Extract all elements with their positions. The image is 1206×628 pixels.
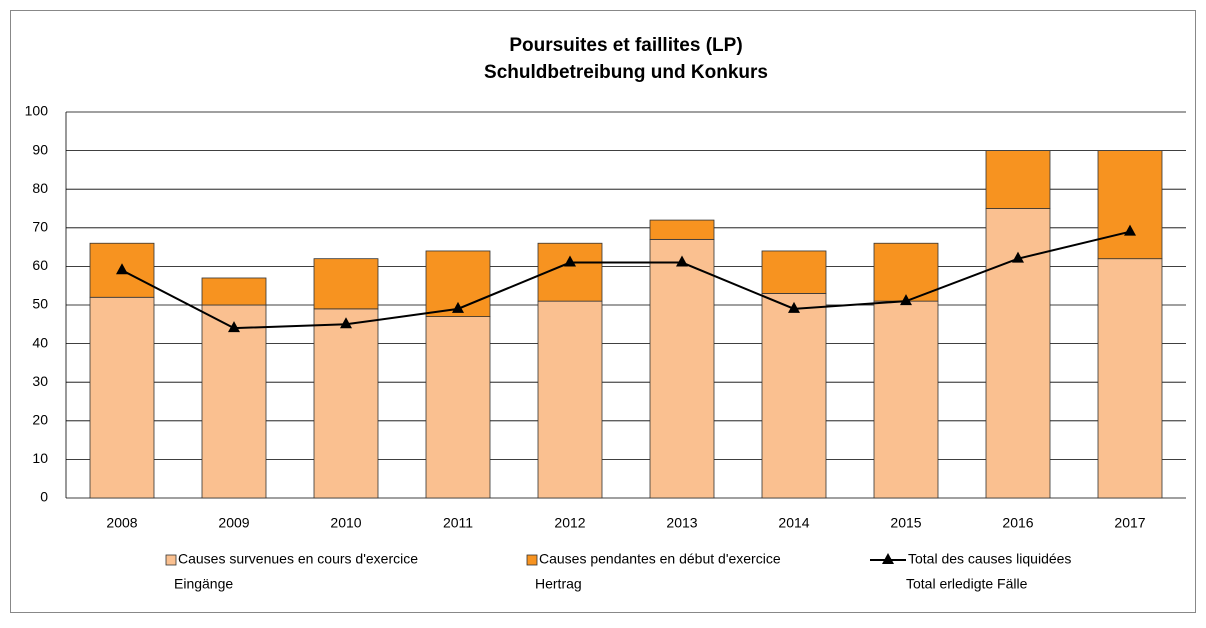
x-tick-label: 2016 — [1002, 515, 1033, 531]
bar — [761, 250, 827, 294]
y-tick-label: 40 — [32, 334, 48, 350]
legend-marker — [882, 553, 894, 564]
bar — [873, 300, 939, 499]
line-marker — [452, 301, 464, 313]
bar — [649, 238, 715, 499]
line-marker — [116, 263, 128, 275]
line-marker — [228, 321, 240, 333]
bar — [537, 300, 603, 499]
x-tick-label: 2008 — [106, 515, 137, 531]
x-tick-label: 2009 — [218, 515, 249, 531]
line-marker — [340, 317, 352, 329]
legend-label: Total erledigte Fälle — [906, 576, 1028, 592]
bar — [201, 304, 267, 499]
legend-label: Eingänge — [174, 576, 233, 592]
bar — [761, 293, 827, 499]
bar — [649, 219, 715, 240]
x-tick-label: 2012 — [554, 515, 585, 531]
legend-swatch — [526, 554, 538, 566]
y-tick-label: 90 — [32, 141, 48, 157]
line-marker — [900, 294, 912, 306]
legend-label: Hertrag — [535, 576, 582, 592]
y-tick-label: 0 — [40, 489, 48, 505]
chart-subtitle: Schuldbetreibung und Konkurs — [484, 62, 768, 83]
x-tick-label: 2011 — [443, 515, 473, 531]
y-tick-label: 20 — [32, 412, 48, 428]
line-marker — [1124, 224, 1136, 236]
y-tick-label: 50 — [32, 296, 48, 312]
y-tick-label: 100 — [25, 103, 49, 119]
legend-label: Causes pendantes en début d'exercice — [539, 551, 781, 567]
y-tick-label: 60 — [32, 257, 48, 273]
line-marker — [564, 255, 576, 267]
bar — [1097, 258, 1163, 499]
line-marker — [788, 301, 800, 313]
x-tick-label: 2017 — [1114, 515, 1145, 531]
bar — [1097, 150, 1163, 260]
legend-label: Total des causes liquidées — [908, 551, 1071, 567]
bar — [89, 242, 155, 298]
y-tick-label: 80 — [32, 180, 48, 196]
y-tick-label: 10 — [32, 450, 48, 466]
chart-title: Poursuites et faillites (LP) — [509, 35, 742, 56]
bar — [985, 150, 1051, 209]
bar — [201, 277, 267, 306]
legend-swatch — [165, 554, 177, 566]
bar — [425, 316, 491, 499]
line-marker — [676, 255, 688, 267]
legend-label: Causes survenues en cours d'exercice — [178, 551, 418, 567]
bar — [89, 296, 155, 499]
x-tick-label: 2015 — [890, 515, 921, 531]
line — [121, 230, 1131, 330]
x-tick-label: 2013 — [666, 515, 697, 531]
y-tick-label: 30 — [32, 373, 48, 389]
y-tick-label: 70 — [32, 219, 48, 235]
x-tick-label: 2010 — [330, 515, 361, 531]
line-marker — [1012, 251, 1024, 263]
bar — [313, 308, 379, 499]
bar — [313, 258, 379, 310]
x-tick-label: 2014 — [778, 515, 809, 531]
